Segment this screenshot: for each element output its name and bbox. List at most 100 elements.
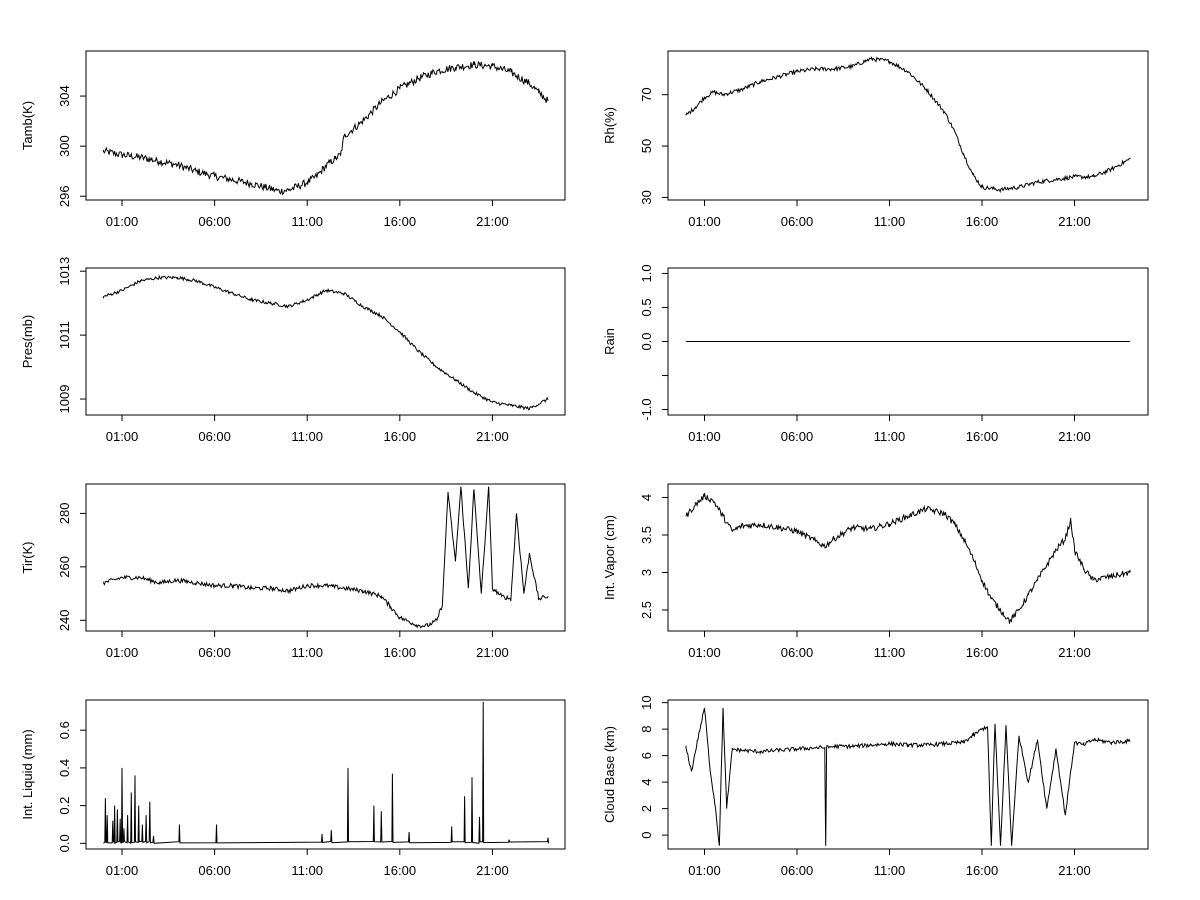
x-tick-label: 11:00	[291, 214, 323, 229]
y-axis-label: Pres(mb)	[20, 315, 35, 368]
y-tick-label: 296	[57, 185, 72, 207]
plot-frame	[85, 267, 566, 416]
y-tick-label: -1.0	[639, 398, 654, 420]
y-tick-label: 300	[57, 135, 72, 157]
y-tick-label: 2	[639, 805, 654, 812]
y-tick-label: 50	[639, 139, 654, 153]
x-tick-label: 06:00	[198, 429, 231, 444]
plot-frame	[85, 50, 566, 201]
x-tick-label: 06:00	[781, 863, 814, 878]
x-tick-label: 06:00	[198, 645, 231, 660]
panel-5: 01:00 06:00 11:00 16:00 21:00 240 260 280 Tir(K)	[20, 483, 566, 660]
x-tick-label: 16:00	[966, 645, 999, 660]
y-tick-label: 6	[639, 752, 654, 759]
plot-frame	[667, 483, 1149, 632]
y-tick-label: 1009	[57, 385, 72, 414]
x-tick-label: 21:00	[476, 214, 509, 229]
y-tick-label: 30	[639, 190, 654, 204]
x-tick-label: 16:00	[384, 863, 417, 878]
x-tick-label: 21:00	[476, 645, 509, 660]
x-tick-label: 01:00	[106, 214, 139, 229]
x-tick-label: 21:00	[1058, 429, 1091, 444]
y-tick-label: 260	[57, 556, 72, 578]
series-line	[685, 493, 1131, 624]
series-line	[685, 707, 1131, 846]
y-axis-label: Cloud Base (km)	[602, 726, 617, 823]
y-tick-label: 4	[639, 494, 654, 501]
x-tick-label: 16:00	[384, 645, 417, 660]
y-tick-label: 0.0	[57, 834, 72, 852]
series-line	[685, 56, 1131, 194]
x-tick-label: 01:00	[688, 429, 721, 444]
x-tick-label: 01:00	[688, 863, 721, 878]
y-tick-label: 304	[57, 85, 72, 107]
x-tick-label: 06:00	[781, 429, 814, 444]
series-line	[103, 60, 549, 196]
panel-3: 01:00 06:00 11:00 16:00 21:00 1009 1011 1013 Pre…	[20, 257, 566, 444]
y-tick-label: 1.0	[639, 264, 654, 282]
y-axis-label: Int. Vapor (cm)	[602, 515, 617, 600]
plot-frame	[667, 50, 1149, 201]
y-axis-label: Tir(K)	[20, 541, 35, 573]
x-tick-label: 16:00	[966, 863, 999, 878]
y-tick-label: 240	[57, 609, 72, 631]
series-line	[103, 701, 550, 845]
y-tick-label: 10	[639, 695, 654, 709]
y-tick-label: 70	[639, 87, 654, 101]
y-tick-label: 0	[639, 831, 654, 838]
x-tick-label: 21:00	[476, 863, 509, 878]
x-tick-label: 06:00	[781, 214, 814, 229]
x-tick-label: 21:00	[1058, 863, 1091, 878]
x-tick-label: 11:00	[874, 645, 906, 660]
x-tick-label: 11:00	[874, 429, 906, 444]
x-tick-label: 11:00	[874, 863, 906, 878]
series-line	[103, 274, 549, 411]
y-tick-label: 280	[57, 503, 72, 525]
y-tick-label: 0.2	[57, 797, 72, 815]
panel-2: 01:00 06:00 11:00 16:00 21:00 30 50 70 Rh(%)	[602, 50, 1149, 229]
panel-6: 01:00 06:00 11:00 16:00 21:00 2.5 3 3.5 4 Int. Va…	[602, 483, 1149, 660]
x-tick-label: 21:00	[476, 429, 509, 444]
panel-1: 01:00 06:00 11:00 16:00 21:00 296 300 304 Tamb(K…	[20, 50, 566, 229]
y-tick-label: 0.4	[57, 759, 72, 777]
x-tick-label: 16:00	[384, 429, 417, 444]
x-tick-label: 21:00	[1058, 645, 1091, 660]
y-tick-label: 4	[639, 778, 654, 785]
plot-frame	[667, 699, 1149, 850]
plot-frame	[85, 483, 566, 632]
y-axis-label: Int. Liquid (mm)	[20, 729, 35, 819]
x-tick-label: 16:00	[966, 214, 999, 229]
panel-7: 01:00 06:00 11:00 16:00 21:00 0.0 0.2 0.4 0.6 Int…	[20, 699, 566, 878]
y-tick-label: 0.6	[57, 721, 72, 739]
x-tick-label: 01:00	[106, 429, 139, 444]
y-tick-label: 2.5	[639, 601, 654, 619]
y-tick-label: 0.5	[639, 298, 654, 316]
x-tick-label: 11:00	[291, 863, 323, 878]
x-tick-label: 11:00	[291, 429, 323, 444]
y-tick-label: 8	[639, 726, 654, 733]
y-axis-label: Tamb(K)	[20, 101, 35, 150]
x-tick-label: 21:00	[1058, 214, 1091, 229]
y-tick-label: 0.0	[639, 332, 654, 350]
y-tick-label: 3.5	[639, 526, 654, 544]
x-tick-label: 16:00	[384, 214, 417, 229]
y-axis-label: Rain	[602, 328, 617, 355]
x-tick-label: 16:00	[966, 429, 999, 444]
x-tick-label: 01:00	[688, 214, 721, 229]
x-tick-label: 01:00	[688, 645, 721, 660]
panel-4: 01:00 06:00 11:00 16:00 21:00 -1.0 0.0 0.5 1.0 Ra…	[602, 264, 1149, 444]
y-tick-label: 3	[639, 569, 654, 576]
series-line	[103, 486, 549, 629]
y-tick-label: 1011	[57, 321, 72, 349]
x-tick-label: 11:00	[874, 214, 906, 229]
x-tick-label: 11:00	[291, 645, 323, 660]
x-tick-label: 06:00	[198, 863, 231, 878]
x-tick-label: 06:00	[198, 214, 231, 229]
x-tick-label: 01:00	[106, 863, 139, 878]
panel-8: 01:00 06:00 11:00 16:00 21:00 0 2 4 6 8 10 Cloud Ba…	[602, 695, 1149, 878]
y-tick-label: 1013	[57, 257, 72, 286]
plot-frame	[85, 699, 566, 850]
x-tick-label: 06:00	[781, 645, 814, 660]
x-tick-label: 01:00	[106, 645, 139, 660]
